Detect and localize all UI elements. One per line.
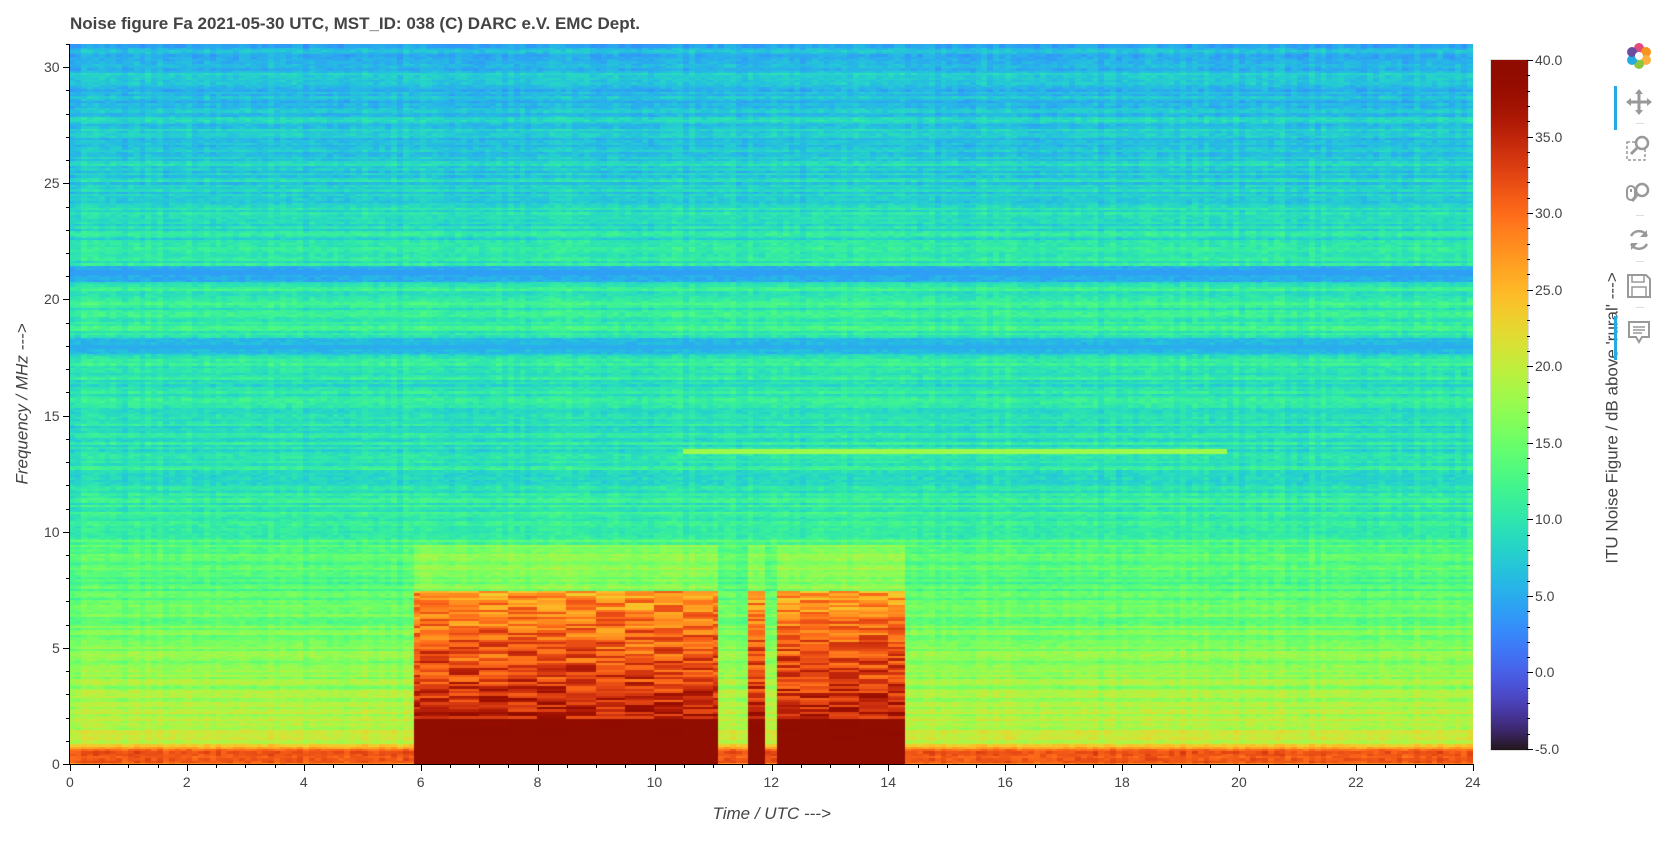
colorbar-tick-label: 30.0 [1535, 205, 1563, 222]
y-tick-label: 10 [44, 523, 60, 540]
wheel-zoom-icon[interactable] [1614, 176, 1664, 212]
colorbar-tick-label: 40.0 [1535, 52, 1563, 68]
x-tick-label: 0 [66, 774, 74, 790]
x-tick-label: 2 [182, 774, 191, 790]
pan-icon[interactable] [1614, 84, 1664, 130]
colorbar-tick-label: 15.0 [1535, 434, 1563, 451]
x-tick-label: 14 [880, 774, 896, 790]
x-tick-label: 4 [299, 774, 308, 790]
x-tick-label: 18 [1114, 774, 1130, 790]
colorbar-tick-label: 5.0 [1535, 587, 1555, 604]
bokeh-logo-icon[interactable] [1614, 38, 1664, 74]
x-tick-label: 8 [533, 774, 542, 790]
colorbar-tick-label: 20.0 [1535, 358, 1563, 375]
hover-icon[interactable] [1614, 314, 1664, 360]
x-tick-label: 16 [997, 774, 1013, 790]
heatmap-plot-area[interactable] [70, 44, 1473, 764]
colorbar [1490, 59, 1529, 751]
x-axis-label: Time / UTC ---> [712, 804, 831, 823]
colorbar-tick-label: -5.0 [1535, 741, 1560, 757]
colorbar-tick-label: 35.0 [1535, 128, 1563, 145]
page-title: Noise figure Fa 2021-05-30 UTC, MST_ID: … [70, 14, 640, 33]
y-axis-label: Frequency / MHz ---> [12, 323, 32, 485]
x-tick-label: 6 [416, 774, 425, 790]
y-tick-label: 30 [44, 59, 60, 76]
box-zoom-icon[interactable] [1614, 130, 1664, 166]
x-tick-label: 10 [646, 774, 663, 790]
x-tick-label: 12 [763, 774, 780, 790]
colorbar-tick-label: 25.0 [1535, 281, 1563, 298]
y-tick-label: 0 [52, 756, 60, 772]
x-tick-label: 24 [1465, 774, 1481, 790]
reset-icon[interactable] [1614, 222, 1664, 258]
x-tick-label: 22 [1348, 774, 1364, 790]
heatmap-canvas[interactable] [70, 44, 1473, 764]
colorbar-tick-label: 0.0 [1535, 664, 1555, 681]
y-tick-label: 15 [44, 407, 60, 424]
x-tick-label: 20 [1231, 774, 1247, 790]
save-icon[interactable] [1614, 268, 1664, 304]
y-tick-label: 20 [44, 291, 60, 308]
colorbar-tick-label: 10.0 [1535, 511, 1563, 528]
y-tick-label: 25 [44, 175, 60, 192]
y-tick-label: 5 [52, 639, 60, 656]
